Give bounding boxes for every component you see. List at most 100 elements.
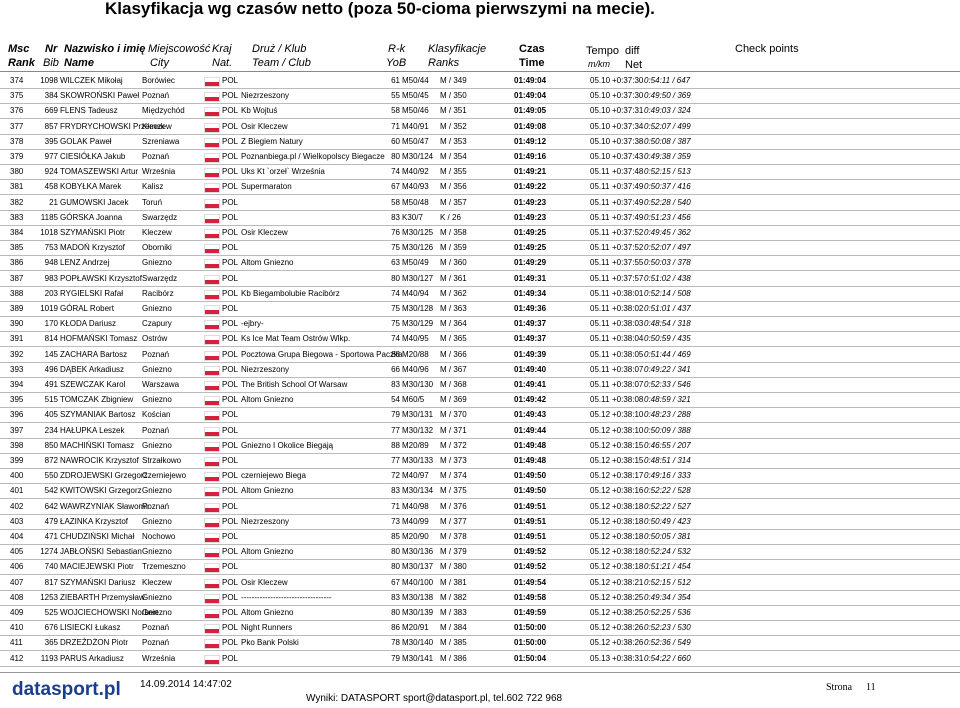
cell-diff: +0:37:52 — [612, 228, 644, 237]
cell-nat: POL — [222, 106, 239, 116]
cell-net: 0:50:09 / 388 — [644, 425, 691, 435]
cell-club: Uks Kt `orzeł` Września — [241, 167, 325, 177]
cell-msc: 379 — [10, 152, 24, 161]
cell-bib: 817 — [44, 577, 58, 587]
cell-cat: M20/90 — [402, 532, 429, 541]
cell-club: Osir Kleczew — [241, 228, 288, 237]
cell-name: WOJCIECHOWSKI Norbert — [60, 608, 159, 617]
cell-club: Altom Gniezno — [241, 395, 294, 405]
cell-time: 01:49:41 — [514, 380, 547, 389]
cell-city: Strzałkowo — [142, 456, 182, 465]
cell-nat: POL — [222, 380, 239, 389]
cell-name: RYGIELSKI Rafał — [60, 288, 123, 298]
cell-name: GÓRAL Robert — [60, 304, 114, 313]
table-row: 407 817 SZYMAŃSKI Dariusz Kleczew POL Osir Kl… — [0, 575, 960, 591]
cell-rank: M / 351 — [440, 106, 467, 116]
cell-diff: +0:38:26 — [612, 623, 644, 633]
cell-yob: 73 — [391, 516, 400, 526]
cell-tempo: 05.10 — [590, 152, 611, 161]
flag — [204, 335, 220, 346]
cell-tempo: 05.12 — [590, 608, 611, 617]
cell-club: Ks Ice Mat Team Ostrów Wlkp. — [241, 334, 351, 344]
table-row: 402 642 WAWRZYNIAK Sławomir Poznań POL 71 M40/… — [0, 499, 960, 515]
cell-net: 0:48:23 / 288 — [644, 410, 691, 420]
cell-time: 01:49:23 — [514, 197, 547, 207]
cell-rank: M / 374 — [440, 471, 467, 481]
cell-net: 0:49:16 / 333 — [644, 471, 691, 481]
cell-city: Gniezno — [142, 440, 172, 450]
cell-msc: 398 — [10, 440, 24, 450]
table-row: 378 395 GOLAK Paweł Szreniawa POL Z Biegiem N… — [0, 134, 960, 150]
table-row: 404 471 CHUDZIŃSKI Michał Nochowo POL 85 M20/9… — [0, 529, 960, 545]
flag — [204, 411, 220, 422]
cell-tempo: 05.12 — [590, 456, 611, 465]
cell-msc: 407 — [10, 577, 24, 587]
cell-msc: 374 — [10, 76, 24, 85]
cell-msc: 411 — [10, 638, 23, 648]
table-row: 409 525 WOJCIECHOWSKI Norbert Gniezno POL Alt… — [0, 605, 960, 621]
title: Klasyfikacja wg czasów netto (poza 50-ci… — [105, 0, 655, 18]
header-rank: Rank — [8, 57, 35, 69]
cell-nat: POL — [222, 197, 239, 207]
cell-club: Pocztowa Grupa Biegowa - Sportowa Paczka — [241, 349, 403, 359]
cell-cat: M30/129 — [402, 319, 434, 329]
cell-msc: 396 — [10, 410, 24, 420]
cell-diff: +0:38:18 — [612, 562, 644, 572]
cell-club: Altom Gniezno — [241, 547, 294, 557]
cell-rank: M / 377 — [440, 516, 467, 526]
flag — [204, 213, 220, 224]
flag — [204, 274, 220, 285]
table-row: 375 384 SKOWROŃSKI Paweł Poznań POL Niezrzesz… — [0, 88, 960, 105]
table-row: 385 753 MADOŃ Krzysztof Oborniki POL 75 M30/12… — [0, 240, 960, 257]
cell-city: Międzychód — [142, 106, 185, 116]
cell-yob: 77 — [391, 425, 400, 435]
table-row: 389 1019 GÓRAL Robert Gniezno POL 75 M30/128 M … — [0, 301, 960, 317]
cell-yob: 60 — [391, 136, 400, 146]
cell-msc: 382 — [10, 197, 24, 207]
cell-net: 0:50:05 / 381 — [644, 532, 691, 541]
cell-name: POPŁAWSKI Krzysztof — [60, 273, 142, 283]
cell-tempo: 05.11 — [590, 273, 610, 283]
cell-rank: M / 360 — [440, 258, 467, 268]
cell-name: KOBYŁKA Marek — [60, 182, 122, 192]
cell-net: 0:52:23 / 530 — [644, 623, 691, 633]
page-label: Strona — [826, 682, 853, 693]
cell-yob: 83 — [391, 592, 400, 602]
cell-diff: +0:38:17 — [612, 471, 644, 481]
cell-name: PARUS Arkadiusz — [60, 653, 124, 663]
cell-rank: M / 375 — [440, 486, 467, 496]
table-row: 397 234 HAŁUPKA Leszek Poznań POL 77 M30/132 M … — [0, 423, 960, 439]
cell-net: 0:50:03 / 378 — [644, 258, 691, 268]
cell-city: Poznań — [142, 425, 170, 435]
table-row: 399 872 NAWROCIK Krzysztof Strzałkowo POL 77 M… — [0, 453, 960, 469]
table-row: 376 669 FLENS Tadeusz Międzychód POL Kb Wojtu… — [0, 103, 960, 120]
cell-nat: POL — [222, 212, 239, 222]
cell-yob: 77 — [391, 456, 400, 465]
cell-msc: 385 — [10, 243, 24, 253]
table-row: 379 977 CIESIÓŁKA Jakub Poznań POL Poznanbieg… — [0, 149, 960, 165]
flag — [204, 593, 220, 604]
cell-tempo: 05.12 — [590, 440, 611, 450]
cell-club: czerniejewo Biega — [241, 471, 306, 481]
cell-bib: 496 — [44, 364, 58, 374]
table-row: 400 550 ZDROJEWSKI Grzegorz Czerniejewo POL c… — [0, 468, 960, 485]
cell-bib: 740 — [44, 562, 58, 572]
cell-tempo: 05.11 — [590, 380, 610, 389]
cell-msc: 399 — [10, 456, 24, 465]
cell-time: 01:49:37 — [514, 319, 547, 329]
cell-name: ZDROJEWSKI Grzegorz — [60, 471, 148, 481]
flag — [204, 548, 220, 559]
cell-nat: POL — [222, 592, 239, 602]
cell-name: MACHIŃSKI Tomasz — [60, 440, 135, 450]
cell-net: 0:51:21 / 454 — [644, 562, 691, 572]
cell-net: 0:51:23 / 456 — [644, 212, 691, 222]
cell-cat: M40/95 — [402, 334, 429, 344]
cell-nat: POL — [222, 471, 239, 481]
cell-club: Gniezno I Okolice Biegają — [241, 440, 334, 450]
cell-yob: 79 — [391, 653, 400, 663]
cell-net: 0:54:22 / 660 — [644, 653, 691, 663]
cell-club: The British School Of Warsaw — [241, 380, 348, 389]
cell-nat: POL — [222, 425, 239, 435]
cell-bib: 384 — [44, 91, 58, 101]
cell-club: Niezrzeszony — [241, 516, 290, 526]
